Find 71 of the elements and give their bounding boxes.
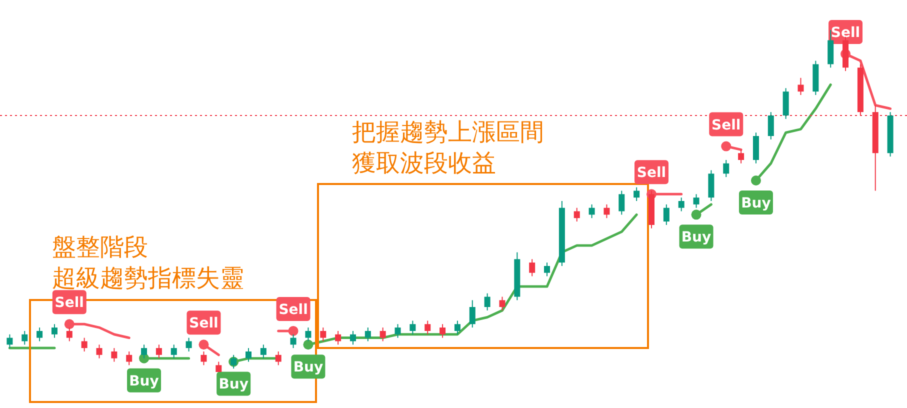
- candlestick: [752, 132, 759, 164]
- candlestick: [574, 207, 580, 222]
- text: Sell: [712, 117, 741, 134]
- candlestick: [693, 194, 700, 208]
- candlestick: [246, 348, 252, 362]
- text: Sell: [54, 295, 84, 312]
- candlestick: [141, 344, 148, 359]
- candlestick: [290, 334, 296, 349]
- candlestick: [96, 344, 102, 359]
- point: [198, 340, 209, 350]
- annotation: 盤整階段: [52, 233, 148, 261]
- candlestick: [410, 320, 416, 335]
- candlestick: [186, 337, 192, 352]
- point: [721, 141, 732, 152]
- candlestick: [305, 327, 312, 342]
- series-label: Buy: [741, 195, 771, 212]
- candlestick: [275, 350, 282, 366]
- candlestick: [604, 204, 610, 219]
- candlestick: [469, 300, 476, 328]
- candlestick: [588, 204, 595, 219]
- candlestick: [499, 296, 506, 311]
- text: Buy: [218, 376, 248, 393]
- candlestick: [335, 330, 342, 346]
- candlestick: [708, 170, 714, 202]
- candlestick: [424, 320, 431, 335]
- text: Sell: [830, 24, 860, 41]
- candlestick: [663, 204, 670, 226]
- candlestick: [51, 324, 58, 338]
- candlestick: [200, 350, 207, 366]
- text: Sell: [636, 165, 666, 182]
- candlestick: [6, 334, 13, 349]
- candlestick: [454, 320, 460, 335]
- candlestick: [22, 330, 28, 346]
- candlestick: [81, 337, 88, 352]
- annotation: 超級趨勢指標失靈: [52, 264, 244, 292]
- point: [691, 210, 702, 220]
- candlestick: [111, 348, 118, 362]
- series-label: Sell: [189, 316, 218, 332]
- point: [288, 326, 298, 336]
- candlestick: [440, 324, 446, 338]
- candlestick: [544, 262, 550, 277]
- candlestick: [678, 197, 684, 212]
- candlestick: [723, 159, 730, 178]
- text: Buy: [293, 360, 324, 376]
- annotation: 獲取波段收益: [352, 149, 496, 177]
- candlestick: [394, 324, 401, 338]
- candlestick: [484, 292, 490, 311]
- candlestick: [320, 327, 326, 342]
- text: Sell: [278, 302, 308, 318]
- text: Buy: [129, 373, 159, 390]
- candlestick: [634, 186, 640, 202]
- candlestick: [618, 190, 625, 216]
- candlestick: [364, 327, 371, 342]
- candlestick: [260, 344, 266, 359]
- candlestick: [170, 344, 177, 359]
- point: [750, 175, 761, 186]
- text: Buy: [681, 230, 712, 246]
- candlestick: [66, 327, 72, 342]
- candlestick: [350, 330, 356, 346]
- candlestick: [36, 327, 43, 342]
- point: [64, 319, 74, 330]
- candlestick: [126, 350, 132, 366]
- candlestick: [768, 112, 774, 140]
- candlestick: [798, 77, 804, 96]
- candlestick: [738, 149, 744, 164]
- candlestick: [156, 344, 162, 359]
- candlestick: [782, 88, 789, 120]
- point: [303, 340, 314, 350]
- candlestick: [380, 327, 386, 342]
- candlestick: [529, 258, 536, 277]
- annotation: 把握趨勢上漲區間: [352, 118, 544, 146]
